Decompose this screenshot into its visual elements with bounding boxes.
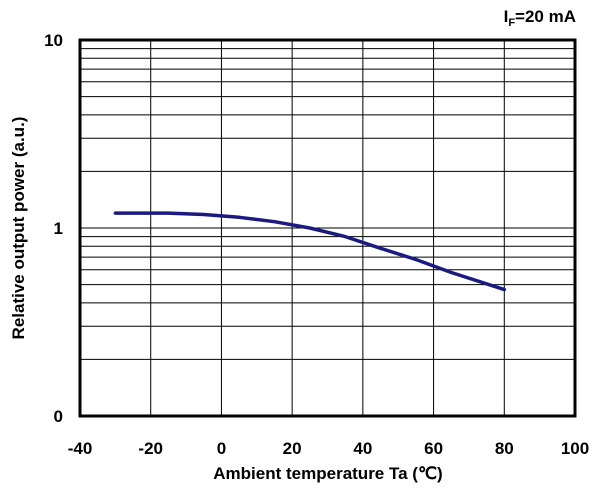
x-axis-title: Ambient temperature Ta (℃) xyxy=(213,464,442,483)
x-tick-label: 40 xyxy=(353,439,372,458)
plot-frame xyxy=(78,38,577,418)
condition-value: =20 mA xyxy=(515,7,576,26)
x-tick-label: 20 xyxy=(283,439,302,458)
condition-symbol: I xyxy=(504,7,509,26)
x-tick-labels: -40 -20 0 20 40 60 80 100 xyxy=(68,439,589,458)
series-line xyxy=(113,211,507,292)
condition-subscript: F xyxy=(508,17,515,29)
condition-label: IF=20 mA xyxy=(504,7,576,29)
y-tick-label: 10 xyxy=(44,31,63,50)
y-axis-title: Relative output power (a.u.) xyxy=(9,117,28,340)
x-tick-label: 60 xyxy=(424,439,443,458)
x-tick-label: -40 xyxy=(68,439,93,458)
series-layer xyxy=(113,211,507,292)
y-tick-label: 1 xyxy=(54,219,63,238)
x-tick-label: -20 xyxy=(138,439,163,458)
grid-lines xyxy=(80,40,575,416)
x-tick-label: 0 xyxy=(217,439,226,458)
y-tick-label: 0 xyxy=(54,407,63,426)
x-tick-label: 100 xyxy=(561,439,589,458)
x-tick-label: 80 xyxy=(495,439,514,458)
